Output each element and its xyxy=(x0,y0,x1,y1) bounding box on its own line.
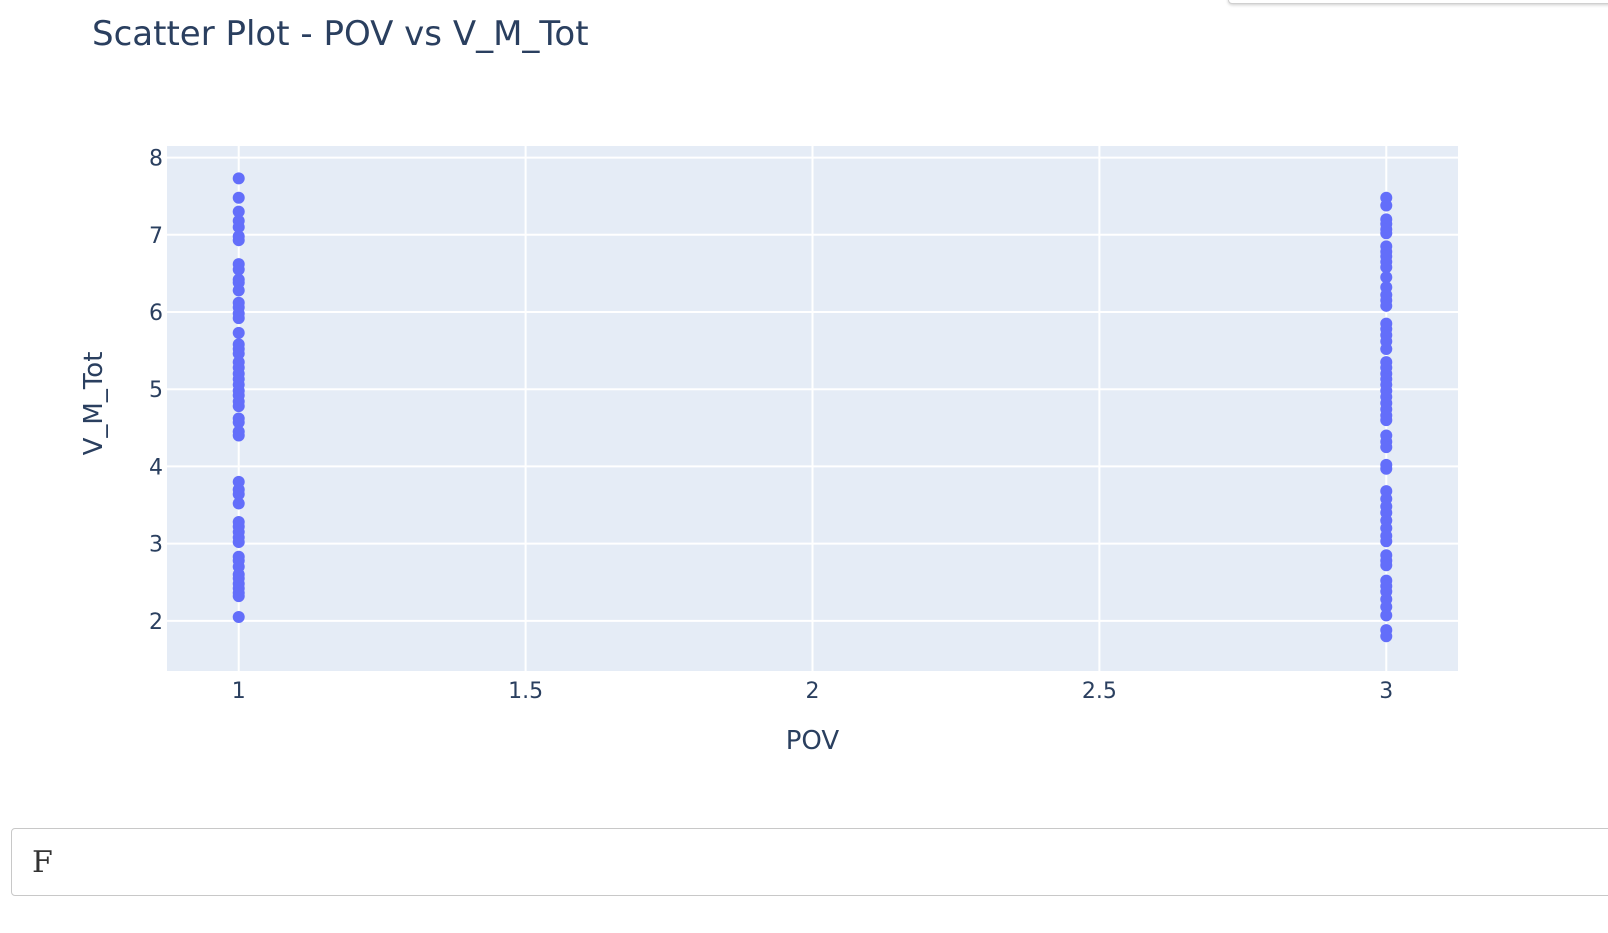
data-point[interactable] xyxy=(232,416,245,429)
toolbar-widget[interactable] xyxy=(1228,0,1608,4)
x-tick-label: 2.5 xyxy=(1082,679,1117,704)
data-point[interactable] xyxy=(1380,462,1393,475)
data-point[interactable] xyxy=(232,172,245,185)
data-point[interactable] xyxy=(232,497,245,510)
y-tick-label: 6 xyxy=(149,301,163,326)
data-point[interactable] xyxy=(1380,630,1393,643)
x-axis-ticks: 1 1.5 2 2.5 3 xyxy=(232,679,1394,704)
data-point[interactable] xyxy=(232,536,245,549)
data-point[interactable] xyxy=(1380,441,1393,454)
x-tick-label: 1 xyxy=(232,679,246,704)
x-tick-label: 2 xyxy=(806,679,820,704)
data-point[interactable] xyxy=(1380,299,1393,312)
text-input[interactable]: F xyxy=(11,828,1608,896)
y-tick-label: 8 xyxy=(149,147,163,172)
data-point[interactable] xyxy=(1380,609,1393,622)
y-tick-label: 7 xyxy=(149,224,163,249)
input-value: F xyxy=(32,845,53,880)
data-point[interactable] xyxy=(1380,535,1393,548)
data-point[interactable] xyxy=(232,488,245,501)
scatter-plot: 1 1.5 2 2.5 3 2 3 4 5 6 7 8 POV V_M_Tot xyxy=(79,146,1458,756)
data-point[interactable] xyxy=(232,429,245,442)
data-point[interactable] xyxy=(232,590,245,603)
data-point[interactable] xyxy=(232,205,245,218)
data-point[interactable] xyxy=(1380,600,1393,613)
y-tick-label: 2 xyxy=(149,610,163,635)
x-tick-label: 1.5 xyxy=(508,679,543,704)
y-axis-title: V_M_Tot xyxy=(79,352,109,456)
x-tick-label: 3 xyxy=(1379,679,1393,704)
data-point[interactable] xyxy=(1380,343,1393,356)
data-point[interactable] xyxy=(232,400,245,413)
data-point[interactable] xyxy=(232,347,245,360)
data-point[interactable] xyxy=(1380,271,1393,284)
data-point[interactable] xyxy=(232,221,245,234)
chart-title: Scatter Plot - POV vs V_M_Tot xyxy=(92,14,589,54)
data-point[interactable] xyxy=(232,326,245,339)
data-points[interactable] xyxy=(232,172,1393,643)
data-point[interactable] xyxy=(232,610,245,623)
data-point[interactable] xyxy=(1380,261,1393,274)
x-axis-title: POV xyxy=(786,726,840,756)
data-point[interactable] xyxy=(1380,227,1393,240)
data-point[interactable] xyxy=(232,234,245,247)
y-tick-label: 5 xyxy=(149,378,163,403)
data-point[interactable] xyxy=(232,263,245,276)
data-point[interactable] xyxy=(1380,559,1393,572)
data-point[interactable] xyxy=(1380,199,1393,212)
y-tick-label: 4 xyxy=(149,455,163,480)
data-point[interactable] xyxy=(232,191,245,204)
data-point[interactable] xyxy=(232,284,245,297)
data-point[interactable] xyxy=(1380,414,1393,427)
y-tick-label: 3 xyxy=(149,533,163,558)
data-point[interactable] xyxy=(232,312,245,325)
y-axis-ticks: 2 3 4 5 6 7 8 xyxy=(149,147,163,635)
